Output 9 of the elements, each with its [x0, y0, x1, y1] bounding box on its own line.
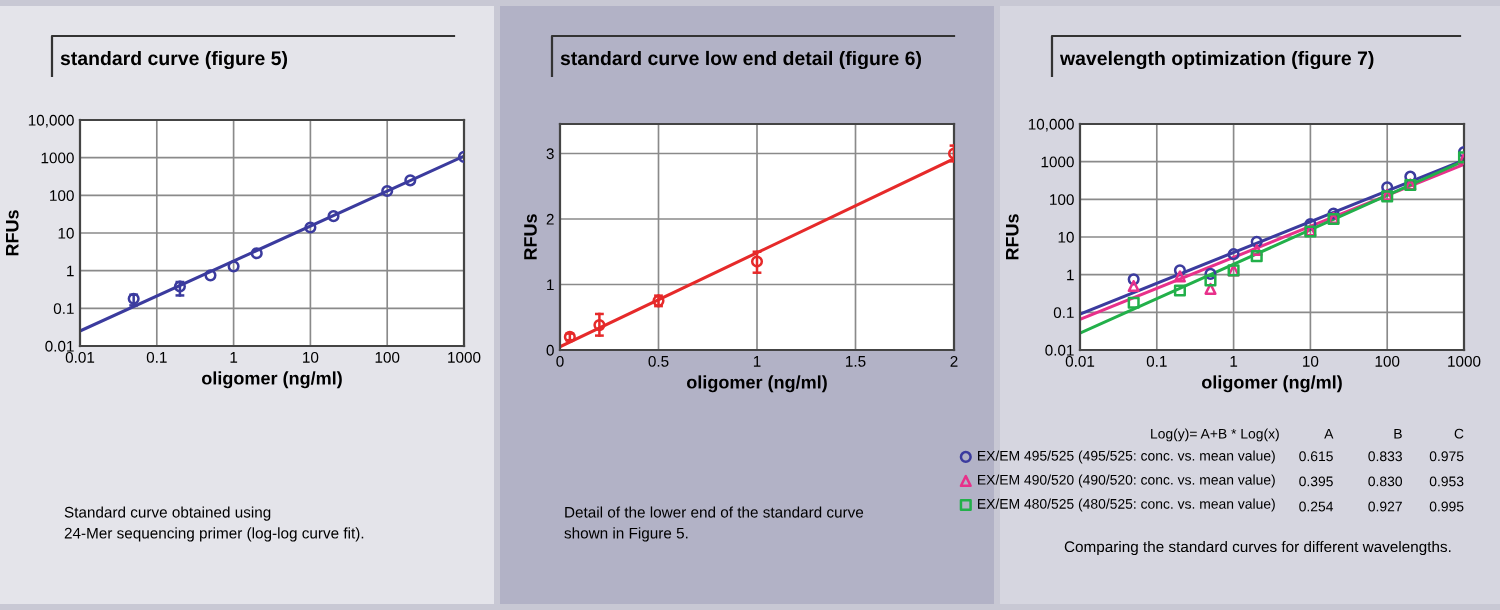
y-axis-title: RFUs	[1006, 214, 1019, 260]
x-axis-title: oligomer (ng/ml)	[201, 371, 342, 389]
chart-title: standard curve (figure 5)	[60, 50, 288, 70]
x-axis-title: oligomer (ng/ml)	[1201, 375, 1342, 393]
x-axis-title: oligomer (ng/ml)	[686, 375, 827, 393]
chart-title: standard curve low end detail (figure 6)	[560, 50, 921, 70]
chart-title: wavelength optimization (figure 7)	[1059, 50, 1374, 70]
y-axis-title: RFUs	[6, 210, 19, 256]
y-axis-title: RFUs	[524, 214, 537, 260]
